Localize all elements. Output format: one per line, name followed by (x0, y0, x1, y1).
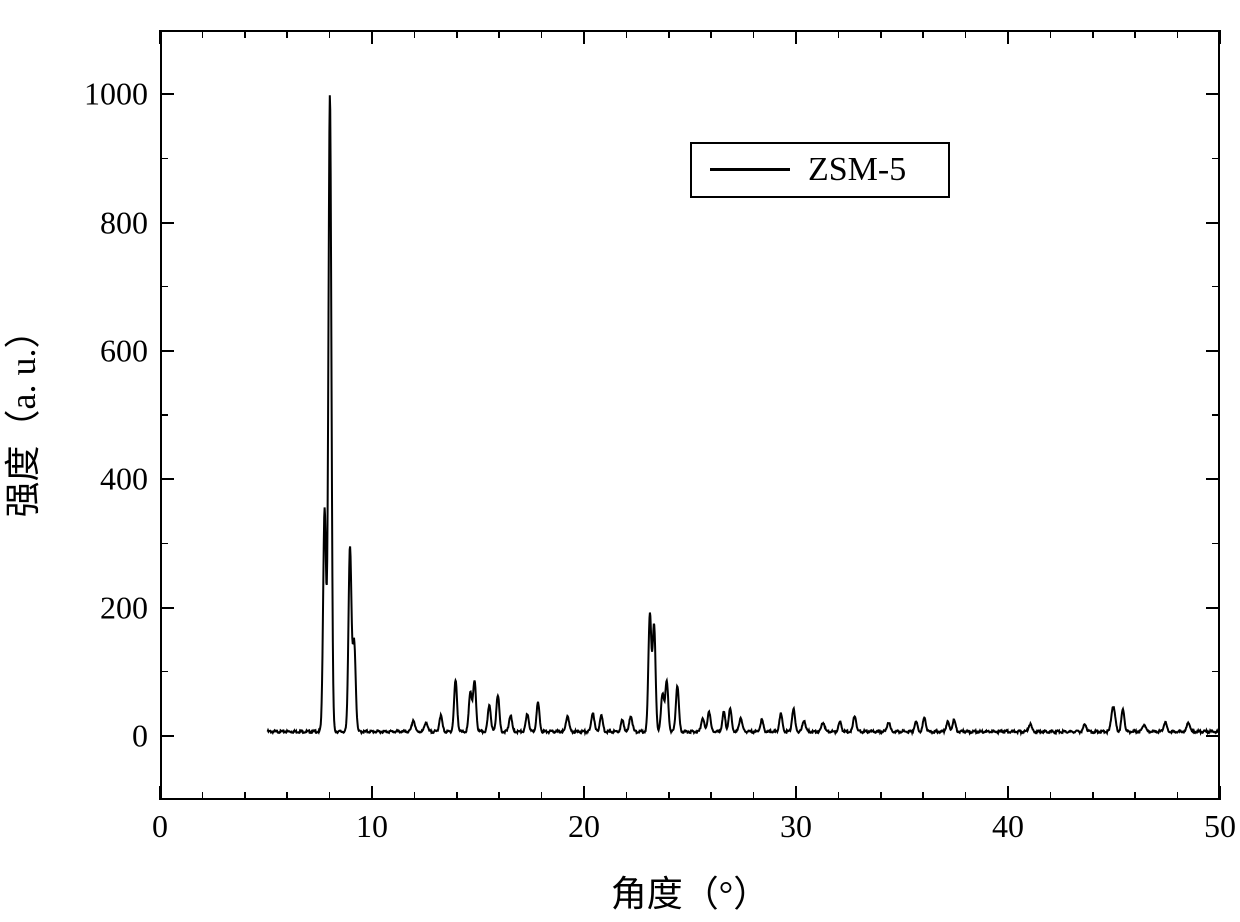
x-tick-label: 40 (992, 808, 1024, 845)
x-tick-label: 10 (356, 808, 388, 845)
y-tick-label: 800 (100, 204, 148, 241)
y-tick-label: 200 (100, 589, 148, 626)
y-axis-label: 强度（a. u.） (0, 313, 46, 518)
legend: ZSM-5 (690, 142, 950, 198)
y-tick-label: 1000 (84, 76, 148, 113)
legend-line-sample (710, 168, 790, 171)
y-tick-label: 400 (100, 461, 148, 498)
x-tick-label: 0 (152, 808, 168, 845)
y-tick-label: 0 (132, 717, 148, 754)
legend-label: ZSM-5 (808, 151, 906, 189)
xrd-chart: 强度（a. u.） 角度（°） ZSM-5 0 10 20 30 40 50 0 200 400… (0, 0, 1240, 922)
x-tick-label: 50 (1204, 808, 1236, 845)
x-tick-label: 20 (568, 808, 600, 845)
x-tick-label: 30 (780, 808, 812, 845)
x-axis-label: 角度（°） (611, 865, 769, 917)
y-tick-label: 600 (100, 332, 148, 369)
